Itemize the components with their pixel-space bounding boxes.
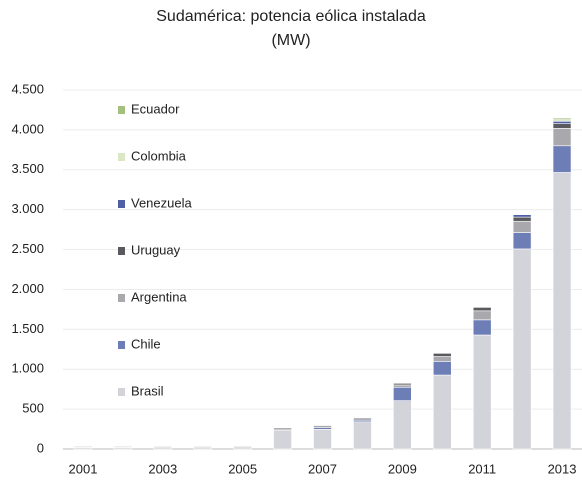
y-tick-label: 0: [37, 440, 44, 455]
bar-segment: [353, 421, 372, 450]
bar-segment: [512, 214, 532, 218]
bar-segment: [432, 353, 452, 357]
legend-label: Brasil: [131, 383, 164, 398]
chart-title: Sudamérica: potencia eólica instalada: [156, 8, 426, 25]
legend-swatch: [118, 153, 125, 161]
bar-segment: [512, 232, 532, 250]
bar-segment: [472, 310, 492, 321]
bar-segment: [313, 425, 332, 428]
bar-segment: [552, 172, 572, 450]
legend-swatch: [118, 294, 125, 302]
x-tick-label: 2011: [468, 461, 496, 476]
bar-segment: [552, 128, 572, 147]
bar-segment: [472, 319, 492, 336]
chart-subtitle: (MW): [271, 32, 310, 49]
bar-segment: [552, 117, 572, 120]
bar-segment: [512, 216, 532, 222]
y-tick-label: 4.500: [11, 81, 44, 96]
bar-segment: [353, 417, 372, 421]
legend-label: Uruguay: [131, 242, 181, 257]
bar-segment: [393, 383, 412, 386]
bar-segment: [73, 446, 93, 448]
x-tick-label: 2005: [228, 461, 257, 476]
y-tick-label: 3.500: [11, 161, 44, 176]
y-tick-label: 4.000: [11, 121, 44, 136]
legend-label: Venezuela: [131, 195, 192, 210]
legend-label: Colombia: [131, 148, 187, 163]
bar-segment: [153, 445, 173, 448]
bar-segment: [393, 384, 412, 388]
x-tick-label: 2009: [388, 461, 417, 476]
x-tick-label: 2013: [548, 461, 577, 476]
bar-segment: [432, 361, 452, 376]
bar-segment: [472, 334, 492, 450]
bar-segment: [233, 445, 252, 447]
y-tick-label: 500: [22, 401, 44, 416]
bar-segment: [393, 400, 412, 450]
bar-segment: [193, 445, 213, 448]
legend-label: Ecuador: [131, 101, 180, 116]
legend-swatch: [118, 106, 125, 114]
legend-label: Chile: [131, 336, 161, 351]
legend-swatch: [118, 341, 125, 349]
bar-segment: [273, 429, 292, 450]
bar-segment: [552, 145, 572, 173]
y-tick-label: 2.500: [11, 241, 44, 256]
legend-swatch: [118, 388, 125, 396]
x-tick-label: 2003: [148, 461, 177, 476]
bar-segment: [432, 374, 452, 450]
y-tick-label: 1.000: [11, 361, 44, 376]
bar-segment: [313, 428, 332, 450]
legend-swatch: [118, 200, 125, 208]
bar-segment: [512, 220, 532, 233]
bar-segment: [432, 356, 452, 362]
bar-segment: [273, 427, 292, 431]
x-tick-label: 2001: [69, 461, 98, 476]
x-tick-label: 2007: [308, 461, 337, 476]
y-tick-label: 1.500: [11, 321, 44, 336]
bar-segment: [552, 123, 572, 129]
y-tick-label: 2.000: [11, 281, 44, 296]
legend-label: Argentina: [131, 289, 187, 304]
bar-segment: [113, 446, 133, 448]
bar-segment: [233, 446, 252, 450]
bar-segment: [393, 386, 412, 401]
bar-segment: [472, 307, 492, 312]
bar-segment: [512, 248, 532, 450]
bar-segment: [552, 120, 572, 124]
y-tick-label: 3.000: [11, 201, 44, 216]
legend-swatch: [118, 247, 125, 255]
